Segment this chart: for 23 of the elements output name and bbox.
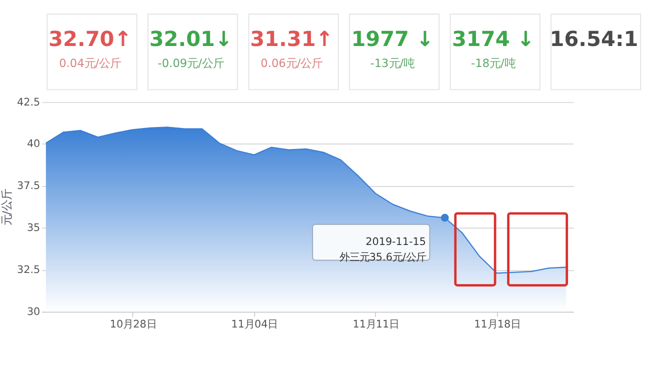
y-tick-label: 42.5 (17, 96, 40, 108)
text: 3174 ↓ (452, 27, 534, 52)
text: -0.09元/公斤 (158, 56, 224, 70)
x-tick-label: 11月11日 (352, 318, 400, 330)
y-tick-label: 35 (26, 222, 40, 234)
text: -13元/吨 (370, 56, 415, 70)
y-tick-label: 32.5 (17, 264, 40, 276)
text: 1977 ↓ (351, 27, 434, 52)
text: 31.31↑ (250, 27, 334, 52)
text: -18元/吨 (471, 56, 516, 70)
x-tick-label: 11月04日 (231, 318, 278, 330)
x-tick-label: 11月18日 (474, 318, 521, 330)
y-tick-label: 40 (26, 138, 40, 150)
annotation: 2019-11-15 外三元35.6元/公斤 (339, 236, 426, 264)
x-tick-label: 10月28日 (110, 318, 156, 330)
y-tick-label: 37.5 (17, 180, 40, 192)
text: 32.70↑ (48, 27, 132, 52)
y-tick-label: 30 (26, 306, 40, 318)
text: 16.54:1 (550, 27, 638, 52)
y-axis-title: 元/公斤 (0, 188, 14, 226)
text: 32.01↓ (149, 27, 232, 52)
text: 0.06元/公斤 (260, 56, 323, 70)
text: 0.04元/公斤 (59, 56, 122, 70)
